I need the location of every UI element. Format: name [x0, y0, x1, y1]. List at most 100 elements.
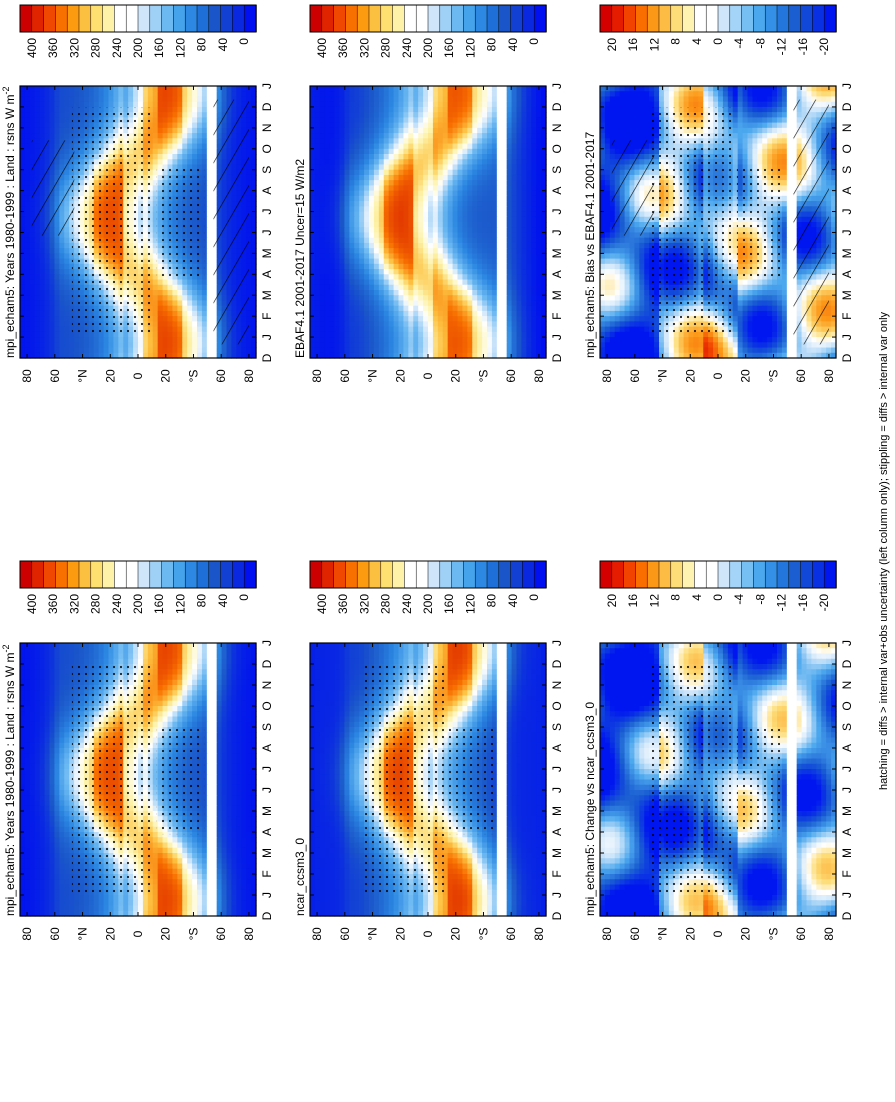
heatmap-p21 [19, 642, 257, 917]
panel-p21: 400 360 320 280 240 200 160 120 80 40 0DJFMAMJJASO… [1, 560, 274, 941]
month-tick-label: M [550, 248, 564, 258]
latitude-tick-label: 60 [794, 369, 808, 383]
month-tick-label: J [550, 766, 564, 772]
month-tick-label: D [260, 353, 274, 362]
colorbar-tick-label: 240 [400, 594, 414, 614]
colorbar-swatch [658, 560, 672, 589]
latitude-tick-label: 60 [48, 927, 62, 941]
month-tick-label: A [550, 744, 564, 752]
colorbar-p13: 20 16 12 8 4 0 -4 -8 -12 -16 -20 [599, 4, 837, 55]
month-tick-label: S [550, 166, 564, 174]
colorbar-swatch [404, 4, 417, 33]
latitude-axis-p23: 80 60 °N 20 0 20 °S 60 80 [600, 643, 836, 941]
colorbar-tick-label: 20 [605, 594, 619, 608]
colorbar-swatch [486, 4, 500, 33]
month-tick-label: A [260, 828, 274, 836]
colorbar-tick-label: -20 [817, 594, 831, 612]
colorbar-swatch [345, 4, 358, 33]
latitude-tick-label: °S [186, 928, 200, 941]
colorbar-swatch [705, 4, 719, 33]
month-tick-label: M [550, 848, 564, 858]
colorbar-tick-label: 80 [485, 594, 499, 608]
panel-title-p21: mpi_echam5: Years 1980-1999 : Land : rsn… [1, 645, 17, 917]
month-tick-label: D [840, 911, 854, 920]
latitude-tick-label: 20 [103, 369, 117, 383]
colorbar-swatch [232, 4, 245, 33]
latitude-tick-label: 0 [421, 930, 435, 937]
colorbar-swatch [356, 4, 370, 33]
month-tick-label: A [260, 187, 274, 195]
colorbar-swatch [611, 4, 625, 33]
colorbar-swatch [43, 560, 57, 589]
latitude-tick-label: 60 [628, 927, 642, 941]
month-tick-label: J [840, 787, 854, 793]
colorbar-tick-label: 160 [152, 38, 166, 58]
month-tick-label: O [840, 701, 854, 710]
latitude-tick-label: 20 [683, 369, 697, 383]
month-tick-label: A [550, 187, 564, 195]
latitude-tick-label: 80 [242, 369, 256, 383]
month-tick-label: A [840, 187, 854, 195]
latitude-tick-label: 80 [532, 927, 546, 941]
colorbar-tick-label: 40 [216, 38, 230, 52]
colorbar-swatch [522, 4, 535, 33]
colorbar-swatch [173, 4, 186, 33]
colorbar-swatch [823, 560, 837, 589]
colorbar-swatch [102, 560, 116, 589]
colorbar-swatch [646, 4, 660, 33]
colorbar-tick-label: 280 [89, 38, 103, 58]
colorbar-swatch [19, 4, 33, 33]
latitude-tick-label: 80 [532, 369, 546, 383]
latitude-tick-label: 80 [822, 927, 836, 941]
month-tick-label: O [260, 701, 274, 710]
colorbar-tick-label: 320 [67, 594, 81, 614]
colorbar-swatch [333, 560, 347, 589]
colorbar-swatch [463, 560, 476, 589]
colorbar-swatch [788, 560, 802, 589]
colorbar-swatch [439, 4, 453, 33]
panel-title-p13: mpi_echam5: Bias vs EBAF4.1 2001-2017 [583, 132, 597, 358]
panel-p11: 400 360 320 280 240 200 160 120 80 40 0DJFMAMJJASO… [1, 4, 274, 383]
month-tick-label: D [550, 353, 564, 362]
latitude-axis-p13: 80 60 °N 20 0 20 °S 60 80 [600, 86, 836, 383]
colorbar-swatch [729, 4, 743, 33]
latitude-tick-label: 20 [159, 927, 173, 941]
latitude-tick-label: °S [476, 928, 490, 941]
latitude-tick-label: °N [366, 927, 380, 940]
latitude-tick-label: 20 [393, 927, 407, 941]
colorbar-swatch [753, 4, 766, 33]
colorbar-tick-label: 280 [379, 594, 393, 614]
latitude-tick-label: 80 [310, 369, 324, 383]
colorbar-tick-label: -8 [753, 594, 767, 605]
colorbar-swatch [705, 560, 719, 589]
colorbar-swatch [486, 560, 500, 589]
latitude-tick-label: °N [656, 369, 670, 382]
colorbar-swatch [196, 560, 210, 589]
month-tick-label: S [840, 166, 854, 174]
colorbar-swatch [161, 4, 175, 33]
colorbar-tick-label: 0 [527, 38, 541, 45]
colorbar-swatch [321, 4, 335, 33]
colorbar-swatch [427, 560, 441, 589]
month-tick-label: D [840, 353, 854, 362]
colorbar-swatch [646, 560, 660, 589]
colorbar-swatch [800, 560, 814, 589]
colorbar-tick-label: 280 [379, 38, 393, 58]
colorbar-swatch [670, 4, 684, 33]
colorbar-swatch [522, 560, 535, 589]
latitude-tick-label: 60 [628, 369, 642, 383]
colorbar-tick-label: 360 [46, 38, 60, 58]
colorbar-tick-label: 0 [237, 594, 251, 601]
latitude-tick-label: 80 [242, 927, 256, 941]
panel-p22: 400 360 320 280 240 200 160 120 80 40 0DJFMAMJJASO… [293, 560, 564, 941]
latitude-tick-label: 80 [20, 369, 34, 383]
colorbar-swatch [220, 4, 234, 33]
colorbar-swatch [611, 560, 625, 589]
month-tick-label: M [840, 806, 854, 816]
latitude-tick-label: 20 [449, 369, 463, 383]
colorbar-tick-label: 240 [110, 594, 124, 614]
colorbar-tick-label: 200 [131, 594, 145, 614]
colorbar-swatch [451, 4, 465, 33]
colorbar-tick-label: 320 [67, 38, 81, 58]
